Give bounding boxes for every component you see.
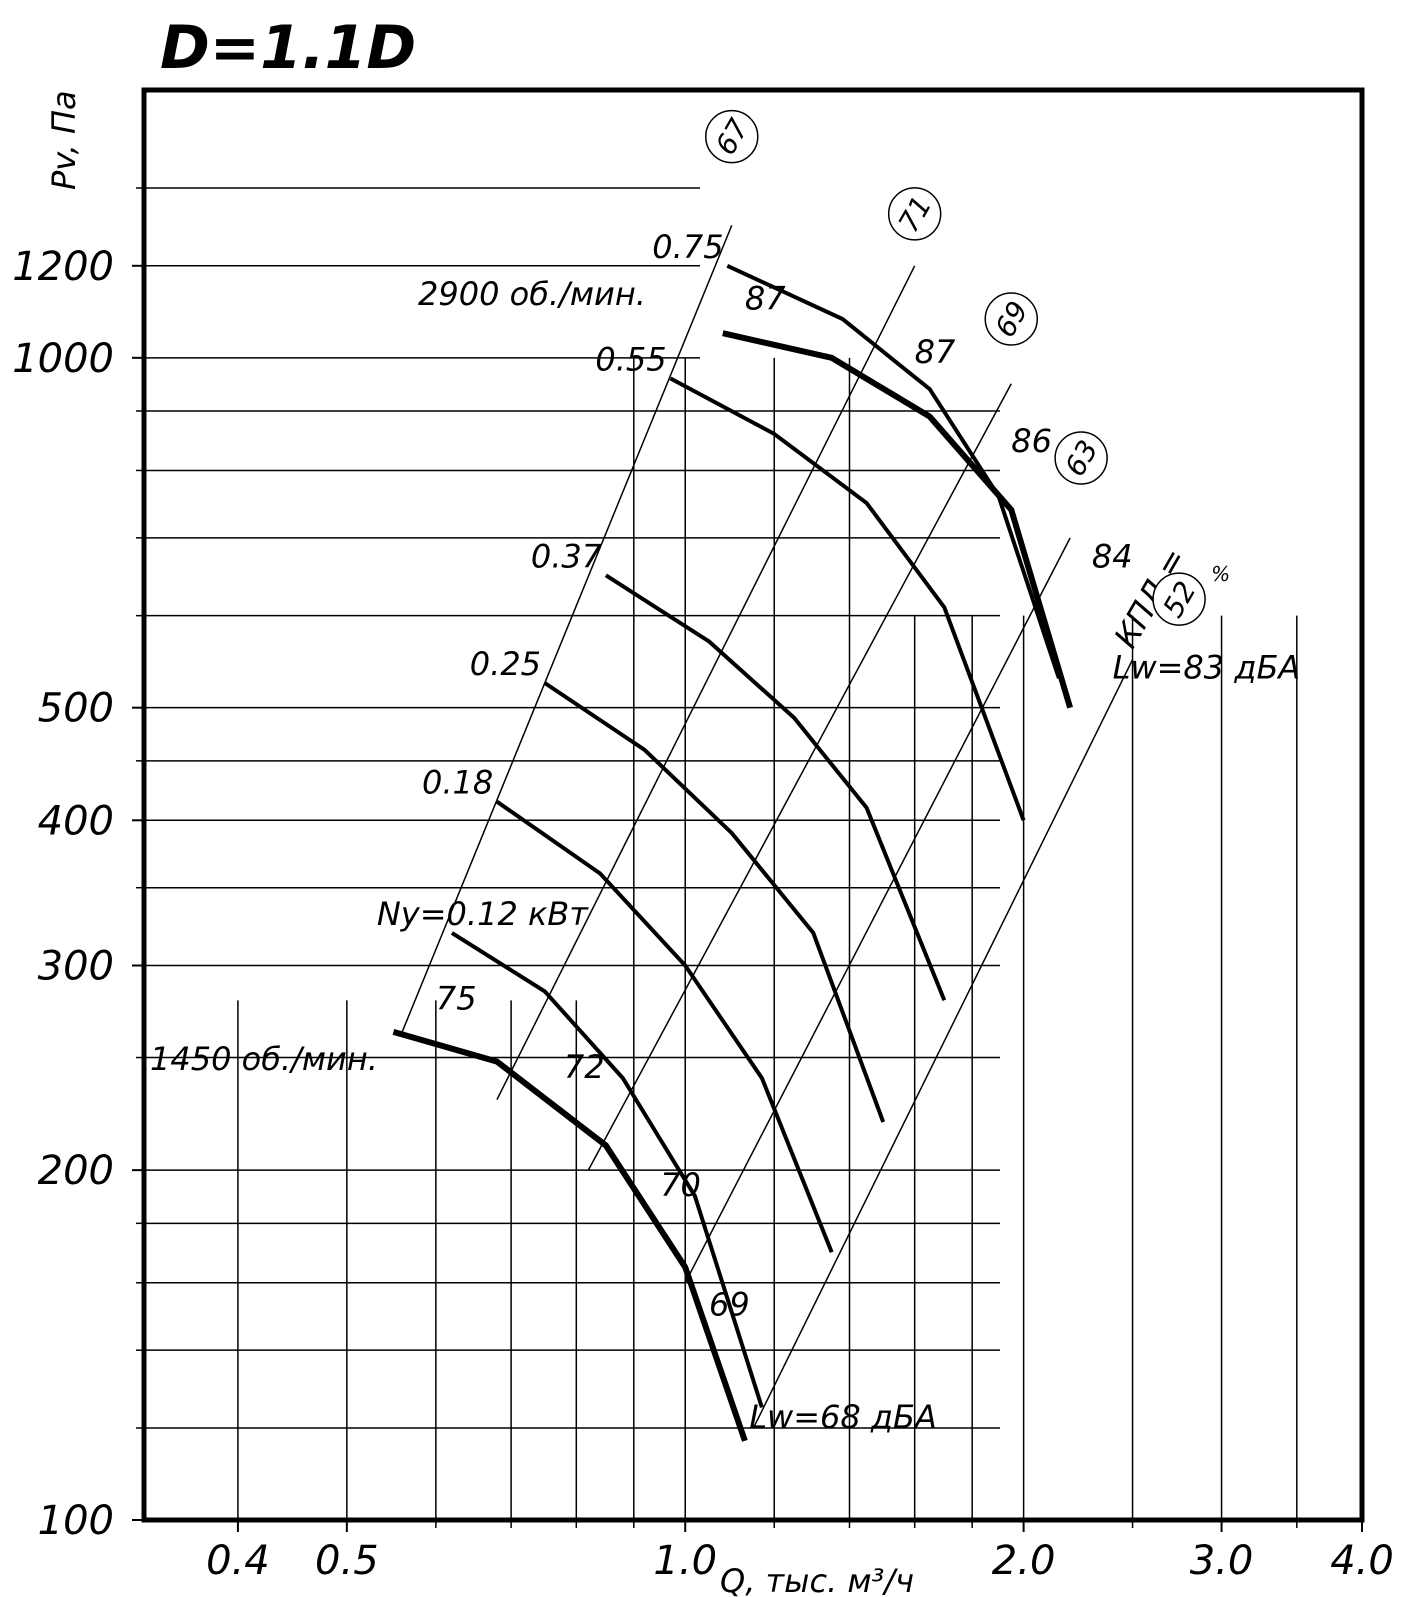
power-curve-label: 0.37 [531, 537, 603, 575]
speed-label-1450: 1450 об./мин. [150, 1040, 378, 1078]
plot-frame [141, 87, 1365, 1523]
x-tick-label: 3.0 [1190, 1538, 1254, 1584]
efficiency-line [752, 659, 1134, 1429]
annotation-label: 87 [745, 280, 786, 318]
chart-title: D=1.1D [160, 13, 416, 83]
speed-curve [722, 330, 1073, 709]
annotation-label: Lw=68 дБА [749, 1398, 937, 1436]
y-tick-label: 1000 [12, 336, 114, 382]
efficiency-line [401, 225, 733, 1033]
y-axis-label: Pv, Па [45, 90, 83, 190]
annotation-label: 75 [436, 979, 477, 1017]
x-tick-label: 1.0 [653, 1538, 717, 1584]
power-curve [726, 263, 1061, 679]
power-curve-label: 0.18 [422, 764, 493, 802]
y-tick-label: 100 [38, 1498, 114, 1544]
y-tick-label: 300 [38, 944, 114, 990]
efficiency-unit: % [1211, 562, 1230, 586]
power-curve-label: Ny=0.12 кВт [377, 895, 589, 933]
labels: 0.75 0.55 0.37 0.25 0.18 Ny=0.12 кВт 87 87 86 84 7… [377, 109, 1301, 1436]
annotation-label: 70 [660, 1166, 701, 1204]
axes: 0.4 0.5 1.0 2.0 3.0 4.0 100 200 300 400 500 1000 120… [12, 187, 1394, 1584]
efficiency-circle [1152, 572, 1206, 626]
power-curve-label: 0.25 [470, 645, 541, 683]
efficiency-line [587, 383, 1012, 1171]
power-curve [669, 376, 1026, 821]
annotation-label: 86 [1011, 422, 1052, 460]
annotation-label: Lw=83 дБА [1113, 648, 1301, 686]
y-tick-label: 1200 [12, 244, 114, 290]
power-curve [450, 931, 764, 1409]
efficiency-circle [984, 292, 1039, 346]
efficiency-lines [401, 225, 1134, 1429]
annotation-label: 72 [564, 1048, 605, 1086]
speed-curve [392, 1029, 748, 1442]
x-tick-label: 0.5 [315, 1538, 379, 1584]
annotation-label: 84 [1092, 538, 1133, 576]
power-curve [604, 573, 947, 1002]
efficiency-line [496, 265, 916, 1100]
series-group [392, 263, 1073, 1442]
efficiency-circle [705, 109, 759, 164]
x-tick-label: 0.4 [206, 1538, 270, 1584]
efficiency-line [684, 537, 1071, 1284]
efficiency-circle [1054, 431, 1108, 485]
power-curve-label: 0.75 [652, 228, 723, 266]
y-tick-label: 400 [38, 798, 114, 844]
power-curve [543, 681, 886, 1123]
x-tick-label: 4.0 [1330, 1538, 1394, 1584]
power-curve-label: 0.55 [595, 340, 666, 378]
y-tick-label: 500 [38, 686, 114, 732]
x-tick-label: 2.0 [992, 1538, 1056, 1584]
annotation-label: 87 [915, 333, 956, 371]
annotation-label: 69 [709, 1285, 750, 1323]
efficiency-circle [887, 187, 942, 241]
y-tick-label: 200 [38, 1148, 114, 1194]
speed-label-2900: 2900 об./мин. [418, 275, 646, 313]
x-axis-label: Q, тыс. м³/ч [720, 1562, 914, 1597]
power-curve [495, 800, 834, 1253]
